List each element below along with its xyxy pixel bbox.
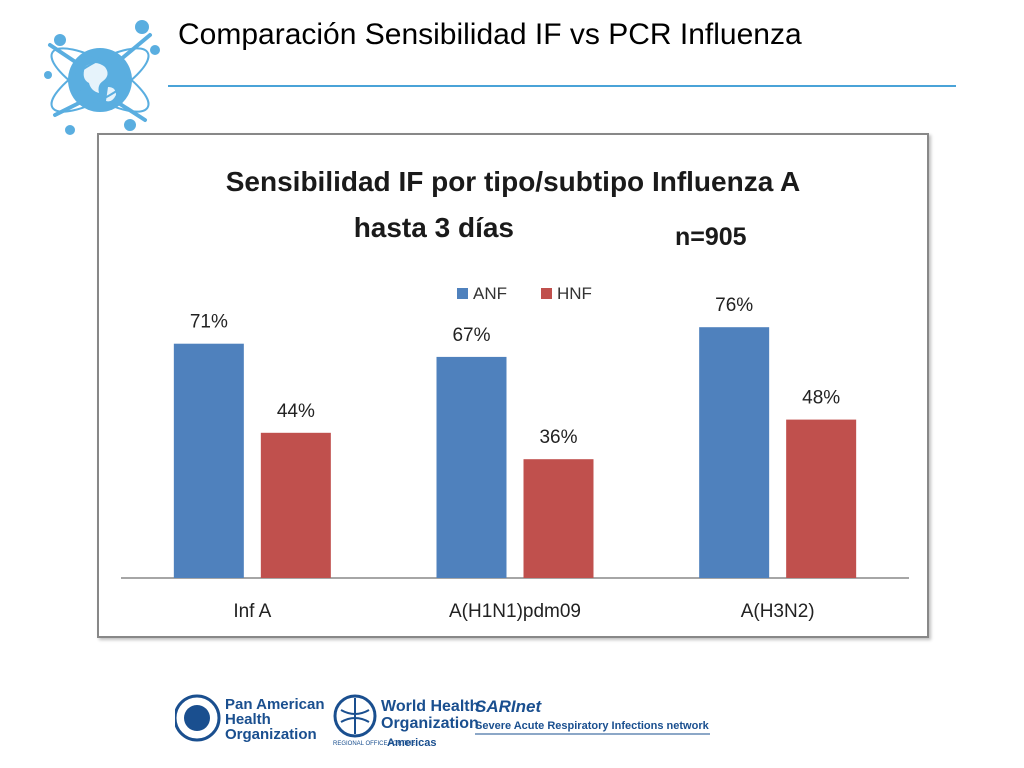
globe-logo-icon [44,20,160,135]
bar-anf-2 [699,327,770,578]
bar-hnf-2 [786,419,857,578]
paho-logo: Pan American Health Organization [175,694,325,743]
x-tick-label-1: A(H1N1)pdm09 [449,601,581,622]
data-label-hnf-2: 48% [802,388,840,409]
legend-label-anf: ANF [473,284,507,303]
x-tick-label-2: A(H3N2) [741,601,815,622]
chart-annotation-n: n=905 [675,223,747,251]
bar-hnf-1 [523,459,594,578]
data-label-anf-2: 76% [715,295,753,316]
slide-title: Comparación Sensibilidad IF vs PCR Influ… [178,18,802,51]
chart-frame: Sensibilidad IF por tipo/subtipo Influen… [97,133,929,638]
bar-hnf-0 [260,432,331,578]
who-americas: Americas [387,737,437,749]
legend-label-hnf: HNF [557,284,592,303]
sarinet-logo: SARInet Severe Acute Respiratory Infecti… [475,697,710,735]
legend-swatch-hnf [541,288,552,299]
legend-swatch-anf [457,288,468,299]
data-label-anf-0: 71% [190,312,228,333]
title-divider [168,85,956,87]
chart-title-line1: Sensibilidad IF por tipo/subtipo Influen… [226,166,801,197]
footer-logos: Pan American Health Organization World H… [175,694,710,749]
sarinet-caption: Severe Acute Respiratory Infections netw… [475,720,710,732]
bar-anf-0 [173,343,244,578]
chart-title-line2: hasta 3 días [354,212,514,243]
data-label-hnf-0: 44% [277,401,315,422]
data-label-anf-1: 67% [452,325,490,346]
paho-line3: Organization [225,726,317,743]
sarinet-brand: SARInet [475,697,542,716]
bar-anf-1 [436,356,507,578]
paho-line2: Health [225,711,271,728]
who-line1: World Health [381,698,479,715]
bar-chart: Sensibilidad IF por tipo/subtipo Influen… [121,166,909,622]
who-logo: World Health Organization REGIONAL OFFIC… [333,694,479,749]
data-label-hnf-1: 36% [539,427,577,448]
x-tick-label-0: Inf A [233,601,271,622]
paho-line1: Pan American [225,696,325,713]
who-regional: REGIONAL OFFICE FOR THE [333,741,415,747]
who-line2: Organization [381,715,479,732]
